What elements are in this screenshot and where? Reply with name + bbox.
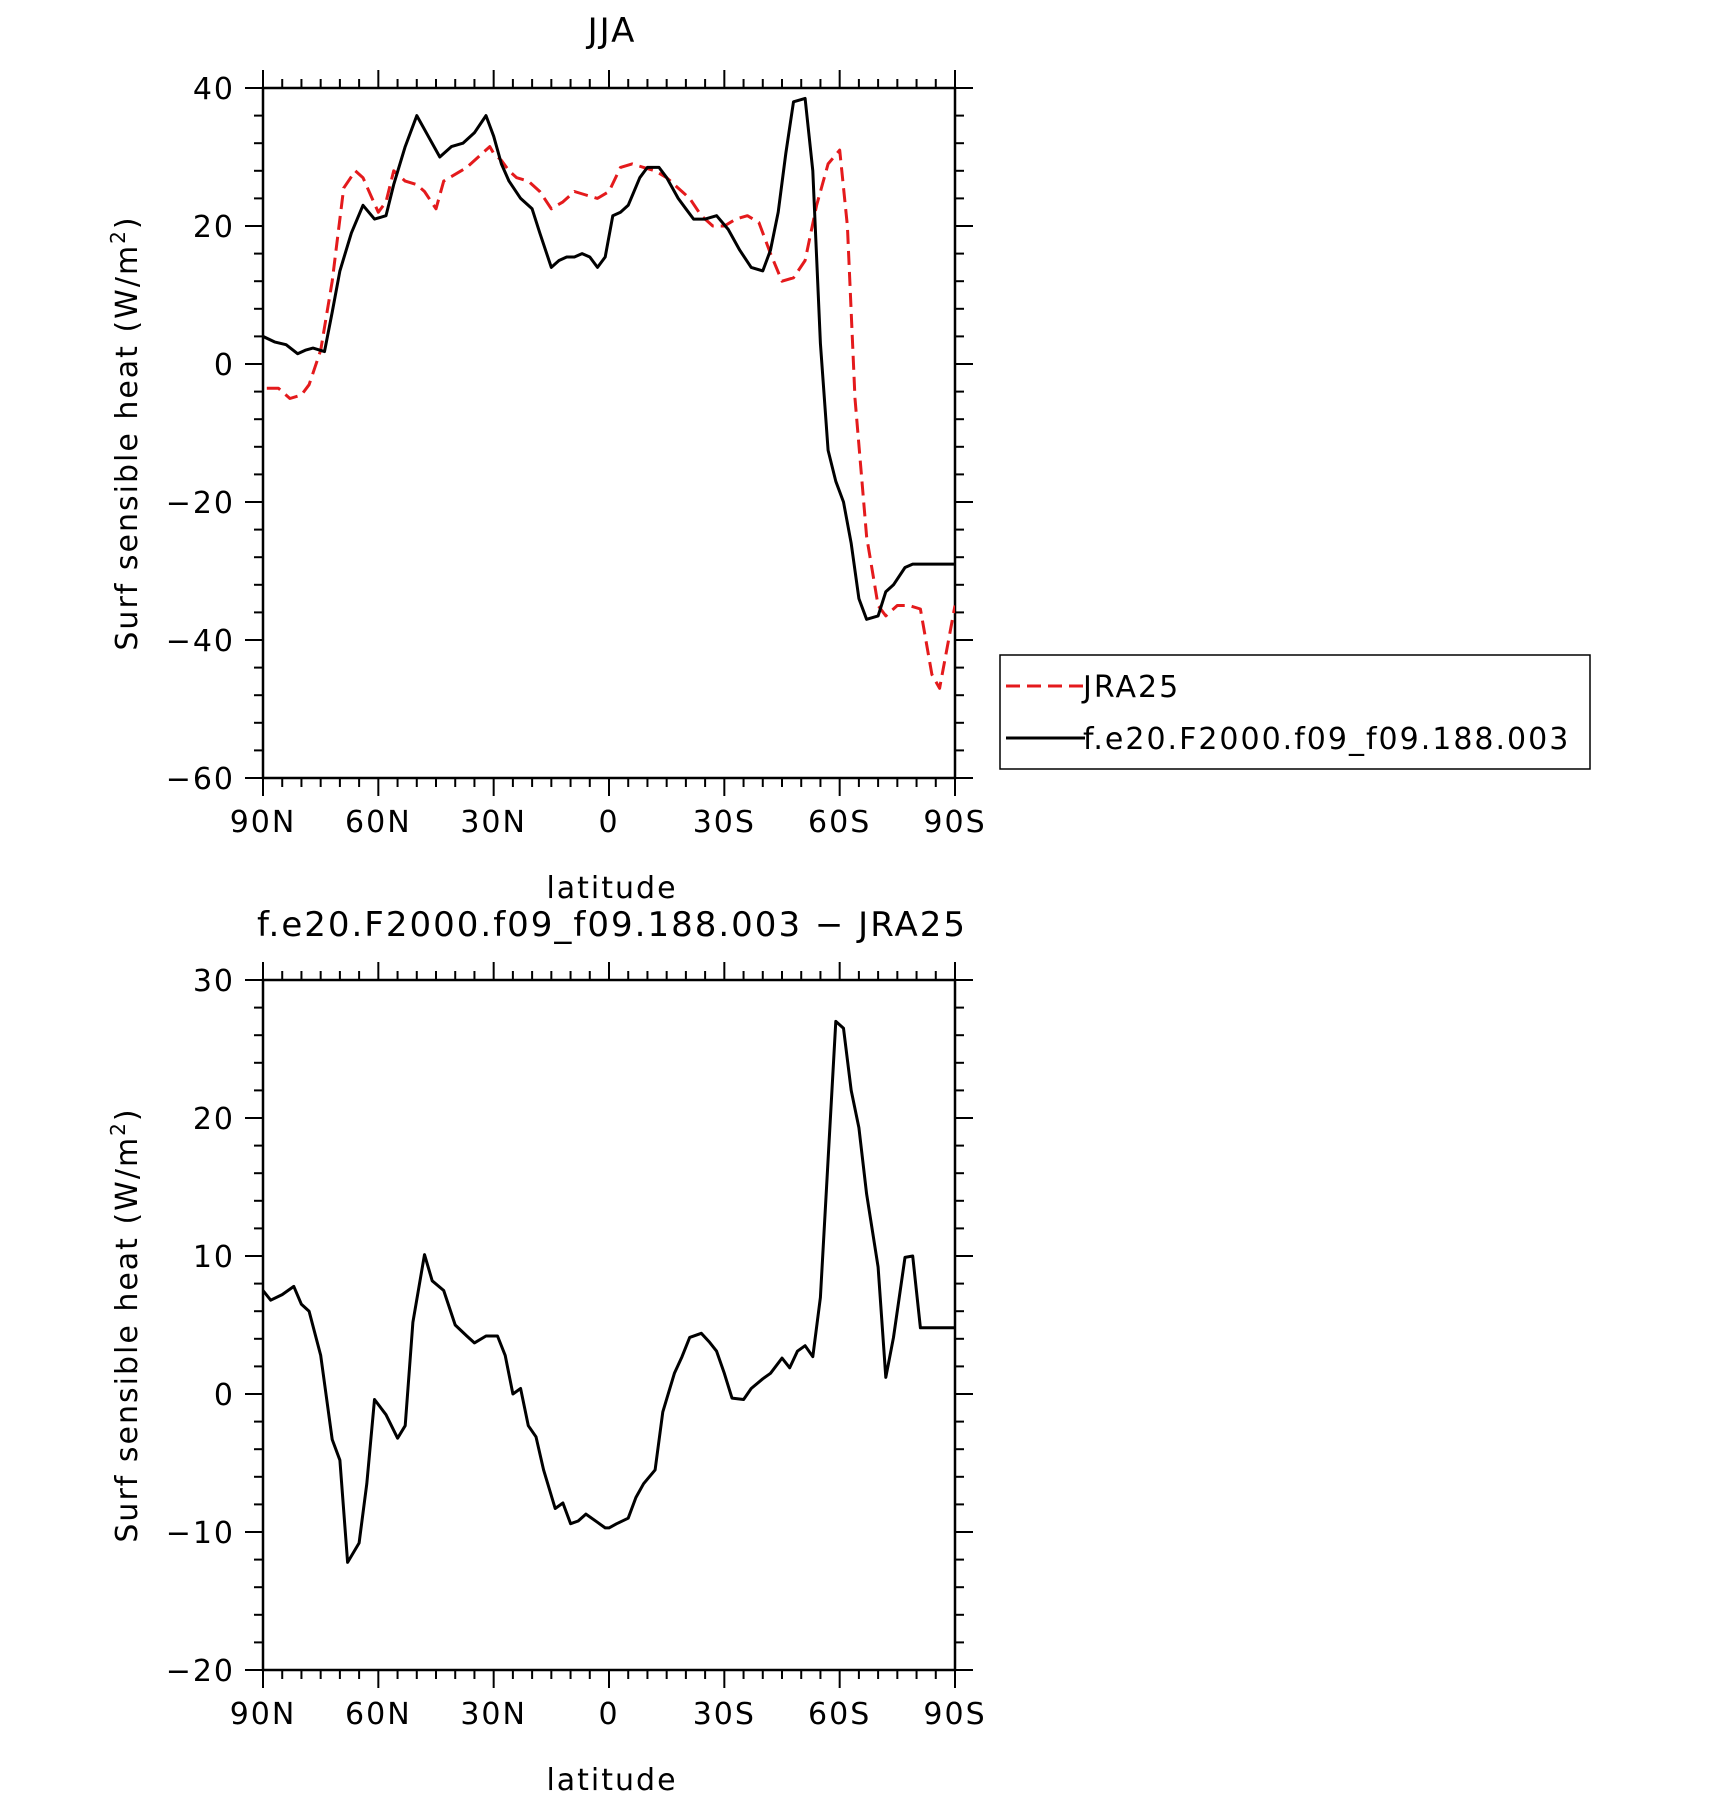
bottom-panel: f.e20.F2000.f09_f09.188.003 − JRA25 −20−… xyxy=(106,905,986,1798)
bottom-x-tick-label: 30S xyxy=(693,1697,756,1732)
top-panel-title: JJA xyxy=(586,11,637,51)
top-panel: JJA −60 −40 −20 0 20 40 90N 60N 30N 0 30S 60S 90S la… xyxy=(106,11,986,906)
top-y-tick-label: −60 xyxy=(166,762,235,797)
top-plot-area: −60 −40 −20 0 20 40 90N 60N 30N 0 30S 60S 90S xyxy=(166,70,986,840)
top-plot-frame xyxy=(261,86,957,780)
bottom-series-line-0 xyxy=(263,1019,955,1564)
bottom-x-tick-label: 90N xyxy=(230,1697,297,1732)
bottom-y-tick-label: 30 xyxy=(193,964,235,999)
bottom-x-axis-label: latitude xyxy=(546,1763,677,1798)
top-x-tick-label: 30S xyxy=(693,805,756,840)
legend-label-jra25: JRA25 xyxy=(1081,670,1180,705)
bottom-x-tick-label: 90S xyxy=(923,1697,986,1732)
bottom-x-tick-label: 0 xyxy=(598,1697,619,1732)
top-y-tick-label: 40 xyxy=(193,72,235,107)
bottom-y-axis-label-close: ) xyxy=(110,1107,145,1121)
bottom-y-tick-label: −20 xyxy=(166,1654,235,1689)
bottom-y-axis-label-superscript: 2 xyxy=(106,1121,130,1136)
top-y-axis-label: Surf sensible heat (W/m2) xyxy=(106,215,145,650)
top-y-axis-label-superscript: 2 xyxy=(106,229,130,244)
bottom-y-axis-label-text: Surf sensible heat (W/m xyxy=(110,1136,145,1543)
top-x-tick-label: 60N xyxy=(345,805,412,840)
bottom-y-tick-label: 0 xyxy=(214,1378,235,1413)
bottom-plot-area: −20 −10 0 10 20 30 90N 60N 30N 0 30S 60S 90S xyxy=(166,962,986,1732)
bottom-x-tick-label: 60N xyxy=(345,1697,412,1732)
legend-label-model: f.e20.F2000.f09_f09.188.003 xyxy=(1083,722,1570,757)
top-y-tick-label: 0 xyxy=(214,348,235,383)
bottom-panel-title: f.e20.F2000.f09_f09.188.003 − JRA25 xyxy=(257,905,967,945)
bottom-y-axis-label: Surf sensible heat (W/m2) xyxy=(106,1107,145,1542)
top-x-tick-label: 0 xyxy=(598,805,619,840)
top-y-tick-label: −20 xyxy=(166,486,235,521)
top-y-axis-label-close: ) xyxy=(110,215,145,229)
top-y-tick-label: −40 xyxy=(166,624,235,659)
top-x-tick-label: 30N xyxy=(460,805,527,840)
top-x-tick-label: 90N xyxy=(230,805,297,840)
top-y-tick-label: 20 xyxy=(193,210,235,245)
bottom-y-tick-label: 20 xyxy=(193,1102,235,1137)
top-series-line-0 xyxy=(266,145,955,690)
bottom-y-tick-label: 10 xyxy=(193,1240,235,1275)
bottom-y-tick-label: −10 xyxy=(166,1516,235,1551)
top-series-line-1 xyxy=(263,96,955,621)
legend-box xyxy=(999,654,1591,770)
top-x-axis-label: latitude xyxy=(546,871,677,906)
bottom-x-tick-label: 60S xyxy=(808,1697,871,1732)
legend: JRA25 f.e20.F2000.f09_f09.188.003 xyxy=(999,654,1591,770)
bottom-x-tick-label: 30N xyxy=(460,1697,527,1732)
top-y-axis-label-text: Surf sensible heat (W/m xyxy=(110,244,145,651)
top-x-tick-label: 60S xyxy=(808,805,871,840)
top-x-tick-label: 90S xyxy=(923,805,986,840)
